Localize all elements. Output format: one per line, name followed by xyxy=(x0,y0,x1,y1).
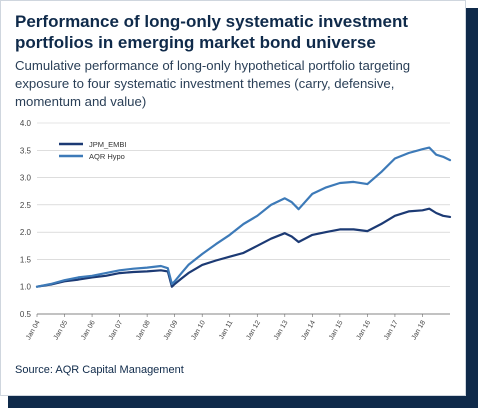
x-tick-label: Jan 10 xyxy=(190,319,207,341)
legend-label: JPM_EMBI xyxy=(89,140,127,149)
x-tick-label: Jan 07 xyxy=(108,319,125,341)
y-tick-label: 2.5 xyxy=(20,201,32,210)
source-note: Source: AQR Capital Management xyxy=(15,364,184,376)
x-tick-label: Jan 13 xyxy=(273,319,290,341)
y-tick-label: 0.5 xyxy=(20,310,32,319)
x-tick-label: Jan 14 xyxy=(300,319,317,341)
y-tick-label: 3.5 xyxy=(20,146,32,155)
y-tick-label: 1.0 xyxy=(20,283,32,292)
y-tick-label: 2.0 xyxy=(20,228,32,237)
x-tick-label: Jan 18 xyxy=(411,319,428,341)
y-tick-label: 3.0 xyxy=(20,174,32,183)
x-tick-label: Jan 09 xyxy=(163,319,180,341)
series-line-jpm-embi xyxy=(35,207,452,288)
page-subtitle: Cumulative performance of long-only hypo… xyxy=(15,58,411,109)
y-tick-label: 4.0 xyxy=(20,119,32,128)
x-tick-label: Jan 12 xyxy=(245,319,262,341)
x-tick-label: Jan 15 xyxy=(328,319,345,341)
series-line-aqr-hypo xyxy=(35,146,452,288)
series-lines xyxy=(35,146,452,288)
legend: JPM_EMBI AQR Hypo xyxy=(59,140,127,161)
chart-area: 0.5 1.0 1.5 2.0 2.5 3.0 3.5 4.0 Jan 04 Jan 05 Jan… xyxy=(1,111,467,361)
y-tick-label: 1.5 xyxy=(20,255,32,264)
x-axis: Jan 04 Jan 05 Jan 06 Jan 07 Jan 08 Jan 09 Jan … xyxy=(25,313,450,341)
x-tick-label: Jan 11 xyxy=(218,319,234,340)
x-tick-label: Jan 17 xyxy=(383,319,400,341)
y-axis: 0.5 1.0 1.5 2.0 2.5 3.0 3.5 4.0 xyxy=(20,119,32,319)
chart-card: Performance of long-only systematic inve… xyxy=(0,0,466,396)
legend-label: AQR Hypo xyxy=(89,152,125,161)
x-tick-label: Jan 08 xyxy=(135,319,152,341)
x-tick-label: Jan 04 xyxy=(25,319,42,341)
x-tick-label: Jan 06 xyxy=(80,319,97,341)
x-tick-label: Jan 16 xyxy=(356,319,373,341)
x-tick-label: Jan 05 xyxy=(53,319,70,341)
line-chart: 0.51.01.52.02.53.03.54.0 Jan 04 Jan 05 Jan… xyxy=(20,119,452,341)
page-title: Performance of long-only systematic inve… xyxy=(15,12,408,52)
